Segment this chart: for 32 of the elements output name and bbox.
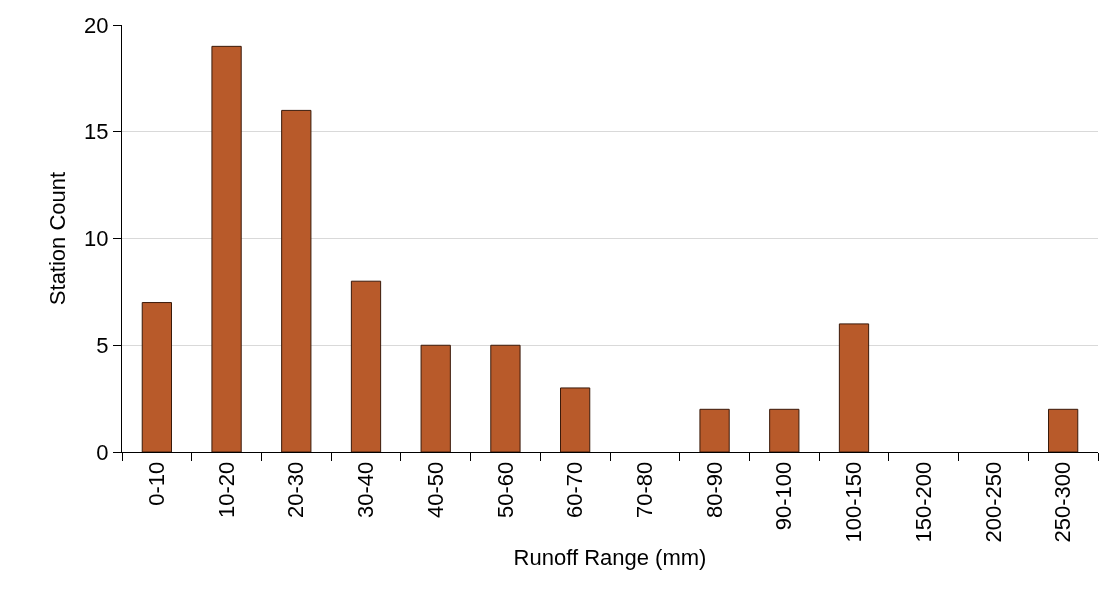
x-tick-label: 40-50 <box>422 461 448 519</box>
y-tick-label: 15 <box>84 119 109 145</box>
x-tick-label: 90-100 <box>771 461 797 531</box>
x-tick-label: 200-250 <box>980 461 1006 543</box>
x-tick-label: 80-90 <box>701 461 727 519</box>
y-tick-label: 0 <box>96 439 109 465</box>
bar <box>490 344 521 452</box>
bar <box>211 45 242 452</box>
x-tick-label: 150-200 <box>910 461 936 543</box>
x-tick-label: 0-10 <box>144 461 170 506</box>
x-tick-label: 60-70 <box>562 461 588 519</box>
y-tick-label: 5 <box>96 332 109 358</box>
x-tick-label: 100-150 <box>841 461 867 543</box>
x-tick-label: 50-60 <box>492 461 518 519</box>
bar <box>420 344 451 452</box>
x-tick-label: 70-80 <box>632 461 658 519</box>
bar <box>838 323 870 452</box>
bar <box>350 280 382 452</box>
x-tick-label: 30-40 <box>353 461 379 519</box>
x-tick-label: 10-20 <box>213 461 239 519</box>
bar <box>141 302 172 452</box>
x-tick-label: 20-30 <box>283 461 309 519</box>
bar <box>1048 408 1079 452</box>
x-axis-title: Runoff Range (mm) <box>513 545 707 571</box>
bar <box>769 408 800 452</box>
x-tick-label: 250-300 <box>1050 461 1076 543</box>
bar <box>699 408 730 452</box>
y-axis-title: Station Count <box>44 171 70 306</box>
y-tick-label: 20 <box>84 12 109 38</box>
bar <box>281 109 312 452</box>
y-tick-label: 10 <box>84 226 109 252</box>
bar <box>560 387 591 452</box>
